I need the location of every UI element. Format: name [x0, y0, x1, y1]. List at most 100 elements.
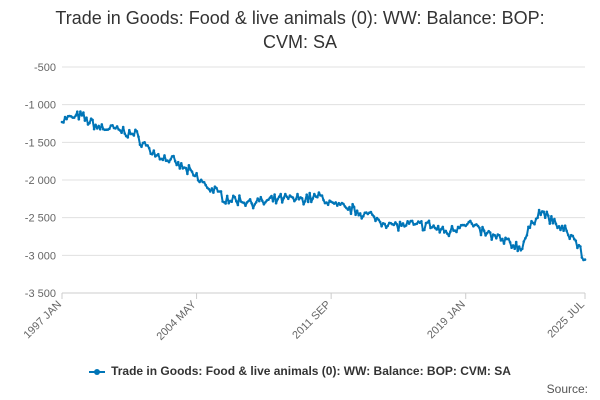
legend: Trade in Goods: Food & live animals (0):…	[0, 364, 600, 378]
data-point	[565, 229, 568, 233]
data-point	[297, 198, 301, 201]
data-point	[123, 132, 126, 135]
y-tick-label: -500	[34, 62, 56, 74]
data-point	[508, 241, 512, 244]
data-point	[397, 229, 400, 232]
data-point	[346, 208, 350, 211]
data-point	[507, 237, 510, 241]
data-point	[250, 201, 253, 205]
data-point	[440, 227, 443, 231]
x-tick-label: 2025 JUL	[545, 299, 587, 341]
data-point	[85, 116, 88, 119]
data-point	[115, 125, 119, 128]
data-point	[358, 212, 362, 215]
data-point	[345, 206, 348, 210]
data-point	[525, 234, 529, 237]
x-tick-label: 2011 SEP	[290, 299, 333, 342]
data-point	[557, 225, 561, 228]
data-point	[279, 192, 283, 196]
data-point	[320, 194, 324, 197]
data-point	[207, 187, 211, 191]
chart-title-line-1: Trade in Goods: Food & live animals (0):…	[55, 8, 545, 28]
data-point	[235, 199, 238, 203]
data-point	[351, 202, 354, 206]
data-point	[76, 110, 79, 113]
data-point	[378, 220, 382, 224]
legend-swatch-icon	[89, 368, 106, 375]
x-tick-label: 2004 MAY	[154, 298, 199, 343]
data-point	[380, 225, 383, 228]
data-point	[479, 233, 483, 237]
data-point	[242, 201, 246, 205]
data-point	[383, 222, 387, 226]
data-point	[199, 178, 203, 182]
data-point	[291, 196, 295, 199]
data-point	[322, 198, 325, 202]
y-tick-label: -2 000	[25, 175, 56, 187]
data-point	[369, 210, 373, 214]
data-point	[157, 152, 160, 156]
data-point	[574, 239, 578, 242]
data-point	[82, 111, 85, 114]
data-point	[528, 226, 532, 230]
data-point	[550, 215, 553, 218]
data-point	[469, 219, 472, 223]
data-point	[98, 128, 102, 131]
data-point	[95, 127, 99, 130]
data-point	[128, 128, 131, 132]
data-point	[349, 212, 353, 216]
data-point	[114, 127, 117, 130]
data-point	[204, 183, 207, 187]
data-point	[284, 192, 287, 196]
data-point	[131, 132, 134, 136]
data-point	[547, 214, 550, 218]
data-point	[539, 213, 542, 217]
data-point	[163, 154, 166, 157]
data-point	[371, 213, 374, 217]
data-point	[571, 234, 575, 238]
data-point	[253, 203, 256, 206]
data-point	[362, 214, 365, 218]
data-point	[481, 225, 484, 229]
data-point	[455, 230, 458, 234]
data-point	[277, 195, 281, 198]
data-point	[513, 247, 516, 250]
data-point	[495, 237, 498, 240]
data-point	[336, 204, 339, 207]
data-point	[560, 224, 564, 228]
data-point	[465, 223, 469, 226]
data-point	[478, 226, 481, 230]
x-tick-label: 1997 JAN	[21, 299, 64, 342]
data-point	[374, 219, 377, 223]
data-point	[244, 204, 247, 207]
data-point	[317, 191, 321, 194]
data-point	[74, 114, 78, 117]
data-point	[427, 219, 431, 223]
data-point	[63, 115, 67, 119]
data-point	[537, 208, 541, 212]
data-point	[138, 143, 142, 146]
data-point	[175, 163, 178, 167]
data-point	[542, 210, 545, 213]
y-tick-label: -3 500	[25, 288, 56, 300]
data-point	[311, 197, 315, 200]
data-point	[285, 195, 289, 199]
data-point	[401, 222, 405, 225]
data-point	[140, 145, 143, 149]
data-point	[583, 258, 587, 261]
data-point	[313, 192, 316, 196]
data-point	[449, 230, 452, 233]
data-point	[502, 242, 506, 245]
data-point	[196, 179, 200, 182]
data-point	[248, 198, 252, 201]
data-point	[121, 125, 125, 129]
data-point	[339, 203, 342, 206]
data-point	[566, 233, 570, 237]
data-point	[147, 146, 151, 150]
data-point	[178, 167, 182, 170]
data-point	[348, 205, 351, 209]
data-point	[580, 256, 584, 259]
data-point	[406, 220, 409, 223]
data-point	[563, 224, 567, 227]
data-point	[173, 159, 177, 163]
